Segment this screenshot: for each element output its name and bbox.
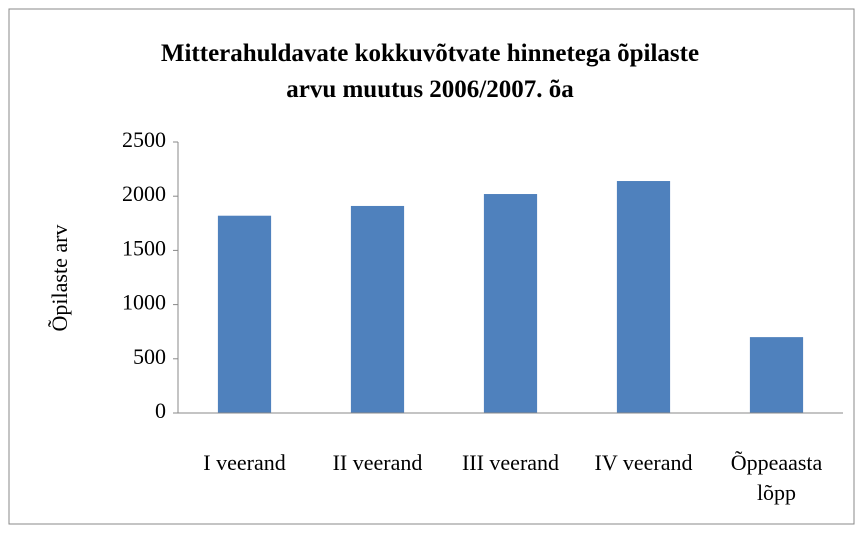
- x-tick-label: IV veerand: [594, 450, 693, 475]
- x-tick-label: I veerand: [203, 450, 286, 475]
- x-tick-label: II veerand: [332, 450, 423, 475]
- bar: [217, 215, 272, 413]
- x-tick-label: III veerand: [461, 450, 560, 475]
- x-tick-label: Õppeaasta lõpp: [730, 450, 823, 505]
- y-tick-label: 2000: [122, 181, 166, 206]
- y-axis-label: Õpilaste arv: [47, 225, 72, 332]
- bar: [616, 181, 671, 413]
- y-tick-label: 2500: [122, 127, 166, 152]
- bar: [350, 205, 405, 413]
- y-tick-label: 500: [133, 344, 166, 369]
- y-tick-label: 0: [155, 398, 166, 423]
- chart-title: Mitterahuldavate kokkuvõtvate hinnetega …: [160, 40, 700, 103]
- chart-frame: [8, 8, 855, 525]
- y-tick-label: 1000: [122, 290, 166, 315]
- y-tick-label: 1500: [122, 235, 166, 260]
- bar: [749, 337, 804, 413]
- bar: [483, 194, 538, 413]
